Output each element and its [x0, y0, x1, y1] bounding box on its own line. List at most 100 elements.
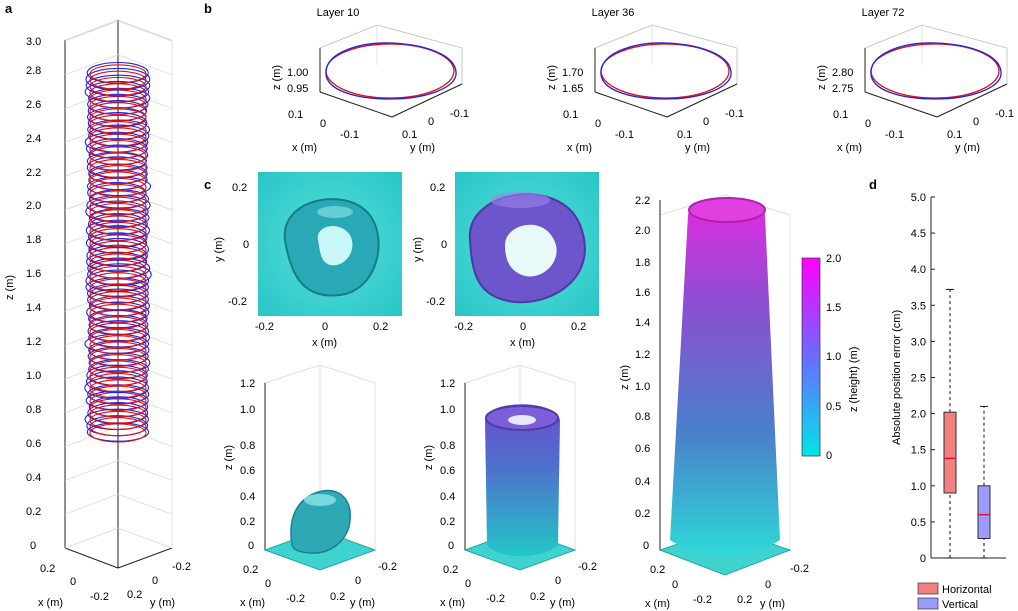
a-x-tick: 0.2	[40, 563, 55, 575]
c-big-y-tick: 0	[765, 579, 771, 591]
panel-c: c 0.2 0 -0.2 -0.2 0 0.2 x (m) y (m) 0.2 …	[204, 172, 860, 610]
d-y-tick-label: 4.5	[911, 228, 926, 240]
c-bx-tick-2: -0.2	[486, 593, 505, 605]
c-bx-tick: -0.2	[286, 593, 305, 605]
legend-label-horizontal: Horizontal	[942, 584, 992, 596]
panel-b: b Layer 10 1.00 0.95 z (m) 0.1 0 -0.1 0.1 0 -0.1 x…	[204, 1, 1014, 154]
c-big-z-tick: 0.6	[635, 443, 650, 455]
c-z-tick: 1.0	[240, 404, 255, 416]
c-big-y-label: y (m)	[760, 598, 785, 610]
b-x-label: x (m)	[292, 142, 317, 154]
a-y-tick: -0.2	[172, 561, 191, 573]
colorbar	[801, 257, 821, 457]
a-reference-ring	[89, 165, 147, 185]
a-reference-ring	[89, 417, 147, 437]
a-z-gridline	[117, 493, 173, 515]
legend-swatch-vertical	[917, 597, 939, 610]
b-y-label: y (m)	[955, 142, 980, 154]
b-y-tick: 0.1	[677, 129, 692, 141]
c-x-tick-2: -0.2	[454, 321, 473, 333]
d-y-tick-label: 3.5	[911, 300, 926, 312]
c-by-tick: 0.2	[330, 591, 345, 603]
b-z-tick: 1.65	[562, 83, 583, 95]
panel-d: d Absolute position error (cm) 0 0.5 1.0 1.…	[869, 177, 1006, 611]
a-reference-ring	[89, 354, 147, 374]
c-z-tick-2: 0.6	[440, 465, 455, 477]
d-box-vertical	[977, 485, 991, 539]
a-z-tick: 2.4	[26, 133, 41, 145]
a-z-tick: 2.2	[26, 167, 41, 179]
c-z-tick-2: 1.0	[440, 404, 455, 416]
b-plot-title: Layer 10	[317, 7, 360, 19]
c-z-tick: 0.6	[240, 465, 255, 477]
a-z-gridline	[117, 460, 173, 481]
b-x-label: x (m)	[567, 142, 592, 154]
c-x-label-2: x (m)	[510, 337, 535, 349]
c-big-z-tick: 0	[643, 540, 649, 552]
d-y-label: Absolute position error (cm)	[891, 310, 903, 445]
c-y-tick-2: 0	[441, 239, 447, 251]
c-3d-view-2	[463, 364, 577, 571]
b-x-tick: 0	[320, 118, 326, 130]
a-z-tick: 0.4	[26, 472, 41, 484]
b-x-tick: 0.1	[833, 109, 848, 121]
a-measured-ring	[85, 269, 150, 293]
a-z-tick: 1.2	[26, 336, 41, 348]
a-reference-ring	[89, 278, 147, 298]
a-reference-ring	[89, 335, 147, 355]
c-by-label-2: y (m)	[550, 597, 575, 609]
c-z-tick-2: 0.4	[440, 491, 455, 503]
d-box-horizontal	[943, 411, 957, 494]
b-y-label: y (m)	[410, 142, 435, 154]
c-z-tick-2: 0	[448, 540, 454, 552]
a-z-gridline	[64, 358, 119, 380]
b-x-tick: -0.1	[340, 129, 359, 141]
a-measured-ring	[88, 225, 148, 249]
a-z-tick: 1.6	[26, 268, 41, 280]
d-y-tick-label: 1.0	[911, 481, 926, 493]
b-x-tick: -0.1	[885, 129, 904, 141]
a-y-tick: 0	[152, 575, 158, 587]
legend-swatch-horizontal	[917, 582, 939, 595]
c-z-label-2: z (m)	[423, 445, 435, 470]
c-top-view-2	[455, 172, 599, 316]
colorbar-tick: 1.5	[826, 302, 841, 314]
b-z-label: z (m)	[816, 65, 828, 90]
a-reference-ring	[89, 410, 147, 430]
panel-letter-a: a	[5, 1, 13, 16]
c-by-tick: -0.2	[378, 561, 397, 573]
c-z-label: z (m)	[223, 445, 235, 470]
c-big-x-tick: 0.2	[650, 564, 665, 576]
a-reference-ring	[89, 184, 147, 204]
c-bx-tick-2: 0	[465, 578, 471, 590]
a-x-label: x (m)	[38, 597, 63, 609]
a-measured-ring	[84, 376, 150, 400]
a-z-tick: 1.8	[26, 234, 41, 246]
b-y-tick: 0.1	[402, 129, 417, 141]
a-measured-ring	[87, 288, 149, 311]
a-reference-ring	[89, 202, 147, 223]
a-reference-ring	[89, 196, 147, 216]
c-x-tick: 0.2	[373, 321, 388, 333]
a-measured-ring	[86, 156, 148, 179]
c-z-tick: 1.2	[240, 378, 255, 390]
b-x-tick: 0	[865, 118, 871, 130]
c-big-z-tick: 2.0	[635, 225, 650, 237]
colorbar-tick: 0	[826, 450, 832, 462]
c-x-label: x (m)	[312, 337, 337, 349]
c-x-tick-2: 0.2	[571, 321, 586, 333]
a-measured-ring	[87, 111, 148, 135]
b-y-axis	[936, 83, 1008, 118]
c-z-tick: 0.2	[240, 516, 255, 528]
a-z-gridline	[64, 493, 119, 515]
a-z-gridline	[64, 291, 119, 312]
c-y-tick-2: -0.2	[426, 296, 445, 308]
a-y-tick: 0.2	[127, 589, 142, 601]
b-x-label: x (m)	[837, 142, 862, 154]
c-big-y-tick: -0.2	[790, 563, 809, 575]
b-z-tick: 2.75	[832, 83, 853, 95]
b-y-tick: -0.1	[725, 108, 744, 120]
c-z-tick: 0	[248, 540, 254, 552]
b-box	[864, 24, 1008, 118]
b-reference-ring	[870, 43, 1000, 99]
